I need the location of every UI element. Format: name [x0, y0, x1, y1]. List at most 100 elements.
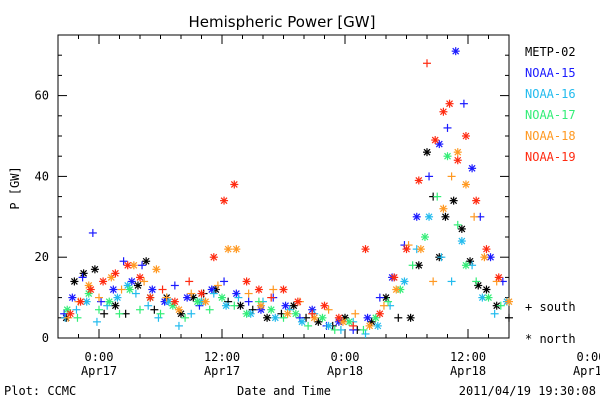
x-tick-date-label: Apr18 [327, 364, 363, 378]
data-point [425, 172, 434, 181]
data-point [402, 245, 411, 254]
x-tick-date-label: Apr17 [81, 364, 117, 378]
data-point [244, 289, 253, 298]
data-point [308, 309, 317, 318]
data-point [279, 285, 288, 294]
legend-item: METP-02 [525, 45, 576, 59]
data-point [213, 281, 222, 290]
data-point [242, 277, 251, 286]
chart-title: Hemispheric Power [GW] [189, 13, 376, 31]
x-tick-date-label: Apr18 [450, 364, 486, 378]
data-point [90, 265, 99, 274]
data-point [443, 123, 452, 132]
data-point [384, 297, 393, 306]
data-point [244, 297, 253, 306]
data-point [412, 212, 421, 221]
data-point [174, 305, 183, 314]
data-point [68, 293, 77, 302]
data-point [459, 99, 468, 108]
data-point [232, 245, 241, 254]
data-point [453, 148, 462, 157]
data-point [293, 297, 302, 306]
data-point [187, 289, 196, 298]
data-point [267, 293, 276, 302]
data-point [119, 257, 128, 266]
data-point [324, 305, 333, 314]
data-point [291, 309, 300, 318]
x-tick-date-label: Apr17 [204, 364, 240, 378]
data-point [478, 293, 487, 302]
data-point [222, 301, 231, 310]
data-point [79, 269, 88, 278]
plot-timestamp: 2011/04/19 19:30:08 [459, 384, 596, 398]
data-point [133, 281, 142, 290]
data-point [496, 301, 505, 310]
y-tick-label: 0 [42, 331, 49, 345]
data-point [138, 261, 147, 270]
data-point [230, 301, 239, 310]
data-point [150, 305, 159, 314]
data-point [457, 224, 466, 233]
data-point [361, 245, 370, 254]
data-point [373, 321, 382, 330]
x-tick-label: 12:00 [204, 350, 240, 364]
x-tick-date-label: Apr19 [573, 364, 600, 378]
legend-south-marker: + south [525, 300, 576, 314]
data-point [218, 293, 226, 302]
data-point [154, 313, 163, 322]
data-point [433, 192, 442, 201]
data-point [408, 261, 417, 270]
data-point [416, 245, 425, 254]
data-point [78, 273, 87, 282]
legend-item: NOAA-16 [525, 87, 576, 101]
data-point [390, 273, 399, 282]
data-point [242, 309, 251, 318]
data-point [468, 164, 477, 173]
data-point [152, 265, 161, 274]
data-point [224, 245, 233, 254]
data-point [379, 301, 388, 310]
data-point [232, 289, 241, 298]
data-point [447, 172, 456, 181]
data-point [187, 309, 196, 318]
data-point [472, 196, 481, 205]
data-point [197, 289, 206, 298]
data-point [269, 285, 278, 294]
data-point [142, 257, 151, 266]
data-point [209, 289, 218, 298]
data-point [425, 212, 434, 221]
data-point [95, 293, 103, 302]
data-point [207, 285, 216, 294]
data-point [183, 293, 192, 302]
data-point [437, 253, 446, 262]
data-point [359, 325, 368, 334]
data-point [461, 180, 470, 189]
x-axis-label: Date and Time [237, 384, 331, 398]
data-point [457, 237, 466, 246]
data-point [375, 293, 384, 302]
data-point [406, 313, 415, 322]
legend-item: NOAA-19 [525, 150, 576, 164]
data-point [201, 297, 210, 306]
x-axis-ticks: 0:00Apr1712:00Apr170:00Apr1812:00Apr180:… [57, 35, 600, 378]
data-point [156, 309, 165, 318]
data-point [181, 313, 190, 322]
data-points [60, 47, 513, 338]
data-point [95, 305, 103, 314]
data-point [490, 309, 499, 318]
data-point [205, 305, 214, 314]
y-tick-label: 40 [35, 169, 49, 183]
data-point [100, 309, 109, 318]
data-point [234, 293, 243, 302]
legend-north-marker: * north [525, 332, 576, 346]
data-point [451, 47, 460, 56]
data-point [429, 277, 438, 286]
data-point [283, 309, 292, 318]
data-point [414, 176, 423, 185]
data-point [310, 313, 319, 322]
data-point [443, 152, 452, 161]
data-point [482, 285, 491, 294]
data-point [220, 277, 229, 286]
legend-item: NOAA-15 [525, 66, 576, 80]
